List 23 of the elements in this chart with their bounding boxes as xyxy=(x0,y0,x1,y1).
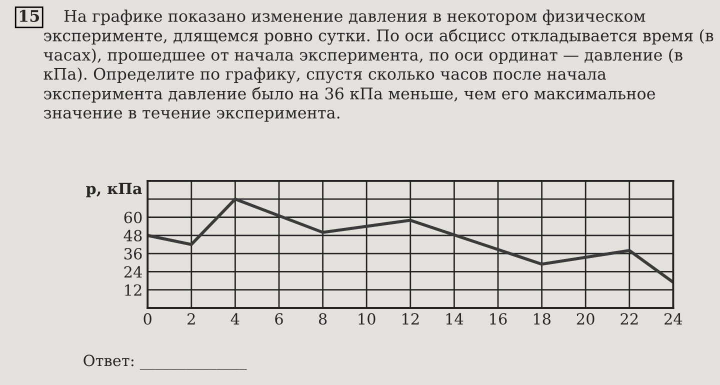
x-tick-label: 6 xyxy=(275,313,283,325)
y-tick-label: 12 xyxy=(125,284,142,296)
x-tick-label: 24 xyxy=(664,313,682,324)
x-tick-label: 4 xyxy=(230,313,240,324)
x-tick-label: 18 xyxy=(534,313,550,325)
x-tick-label: 8 xyxy=(318,313,327,325)
line-series xyxy=(148,198,674,284)
x-tick-label: 12 xyxy=(402,313,419,324)
text: Ответ: ______________ xyxy=(84,354,247,370)
x-tick-label: 22 xyxy=(620,313,638,324)
x-tick-label: 10 xyxy=(358,313,376,325)
y-tick-label: 24 xyxy=(124,266,142,278)
y-tick-label: 48 xyxy=(124,230,142,242)
x-tick-label: 16 xyxy=(490,313,507,325)
chart-title: На графике показано изменение давления в некотором физическом эксперименте, длящемся ровно сутки. По оси абсцисс откладывается время (в часах), прошедшее от начала эксперимента, по оси ординат — давление (в кПа). Определите по графику, спустя сколько часов после начала эксперимента давление было на 36 кПа меньше, чем его максимальное значение в течение эксперимента. xyxy=(44,10,714,122)
y-axis-title: p, кПа xyxy=(86,182,142,198)
x-tick-label: 0 xyxy=(144,313,152,325)
x-tick-label: 20 xyxy=(576,313,594,325)
x-tick-label: 2 xyxy=(188,313,195,324)
x-tick-label: 14 xyxy=(446,313,464,324)
y-tick-label: 60 xyxy=(124,212,142,224)
text: 15 xyxy=(20,10,40,22)
y-tick-label: 36 xyxy=(124,248,142,260)
